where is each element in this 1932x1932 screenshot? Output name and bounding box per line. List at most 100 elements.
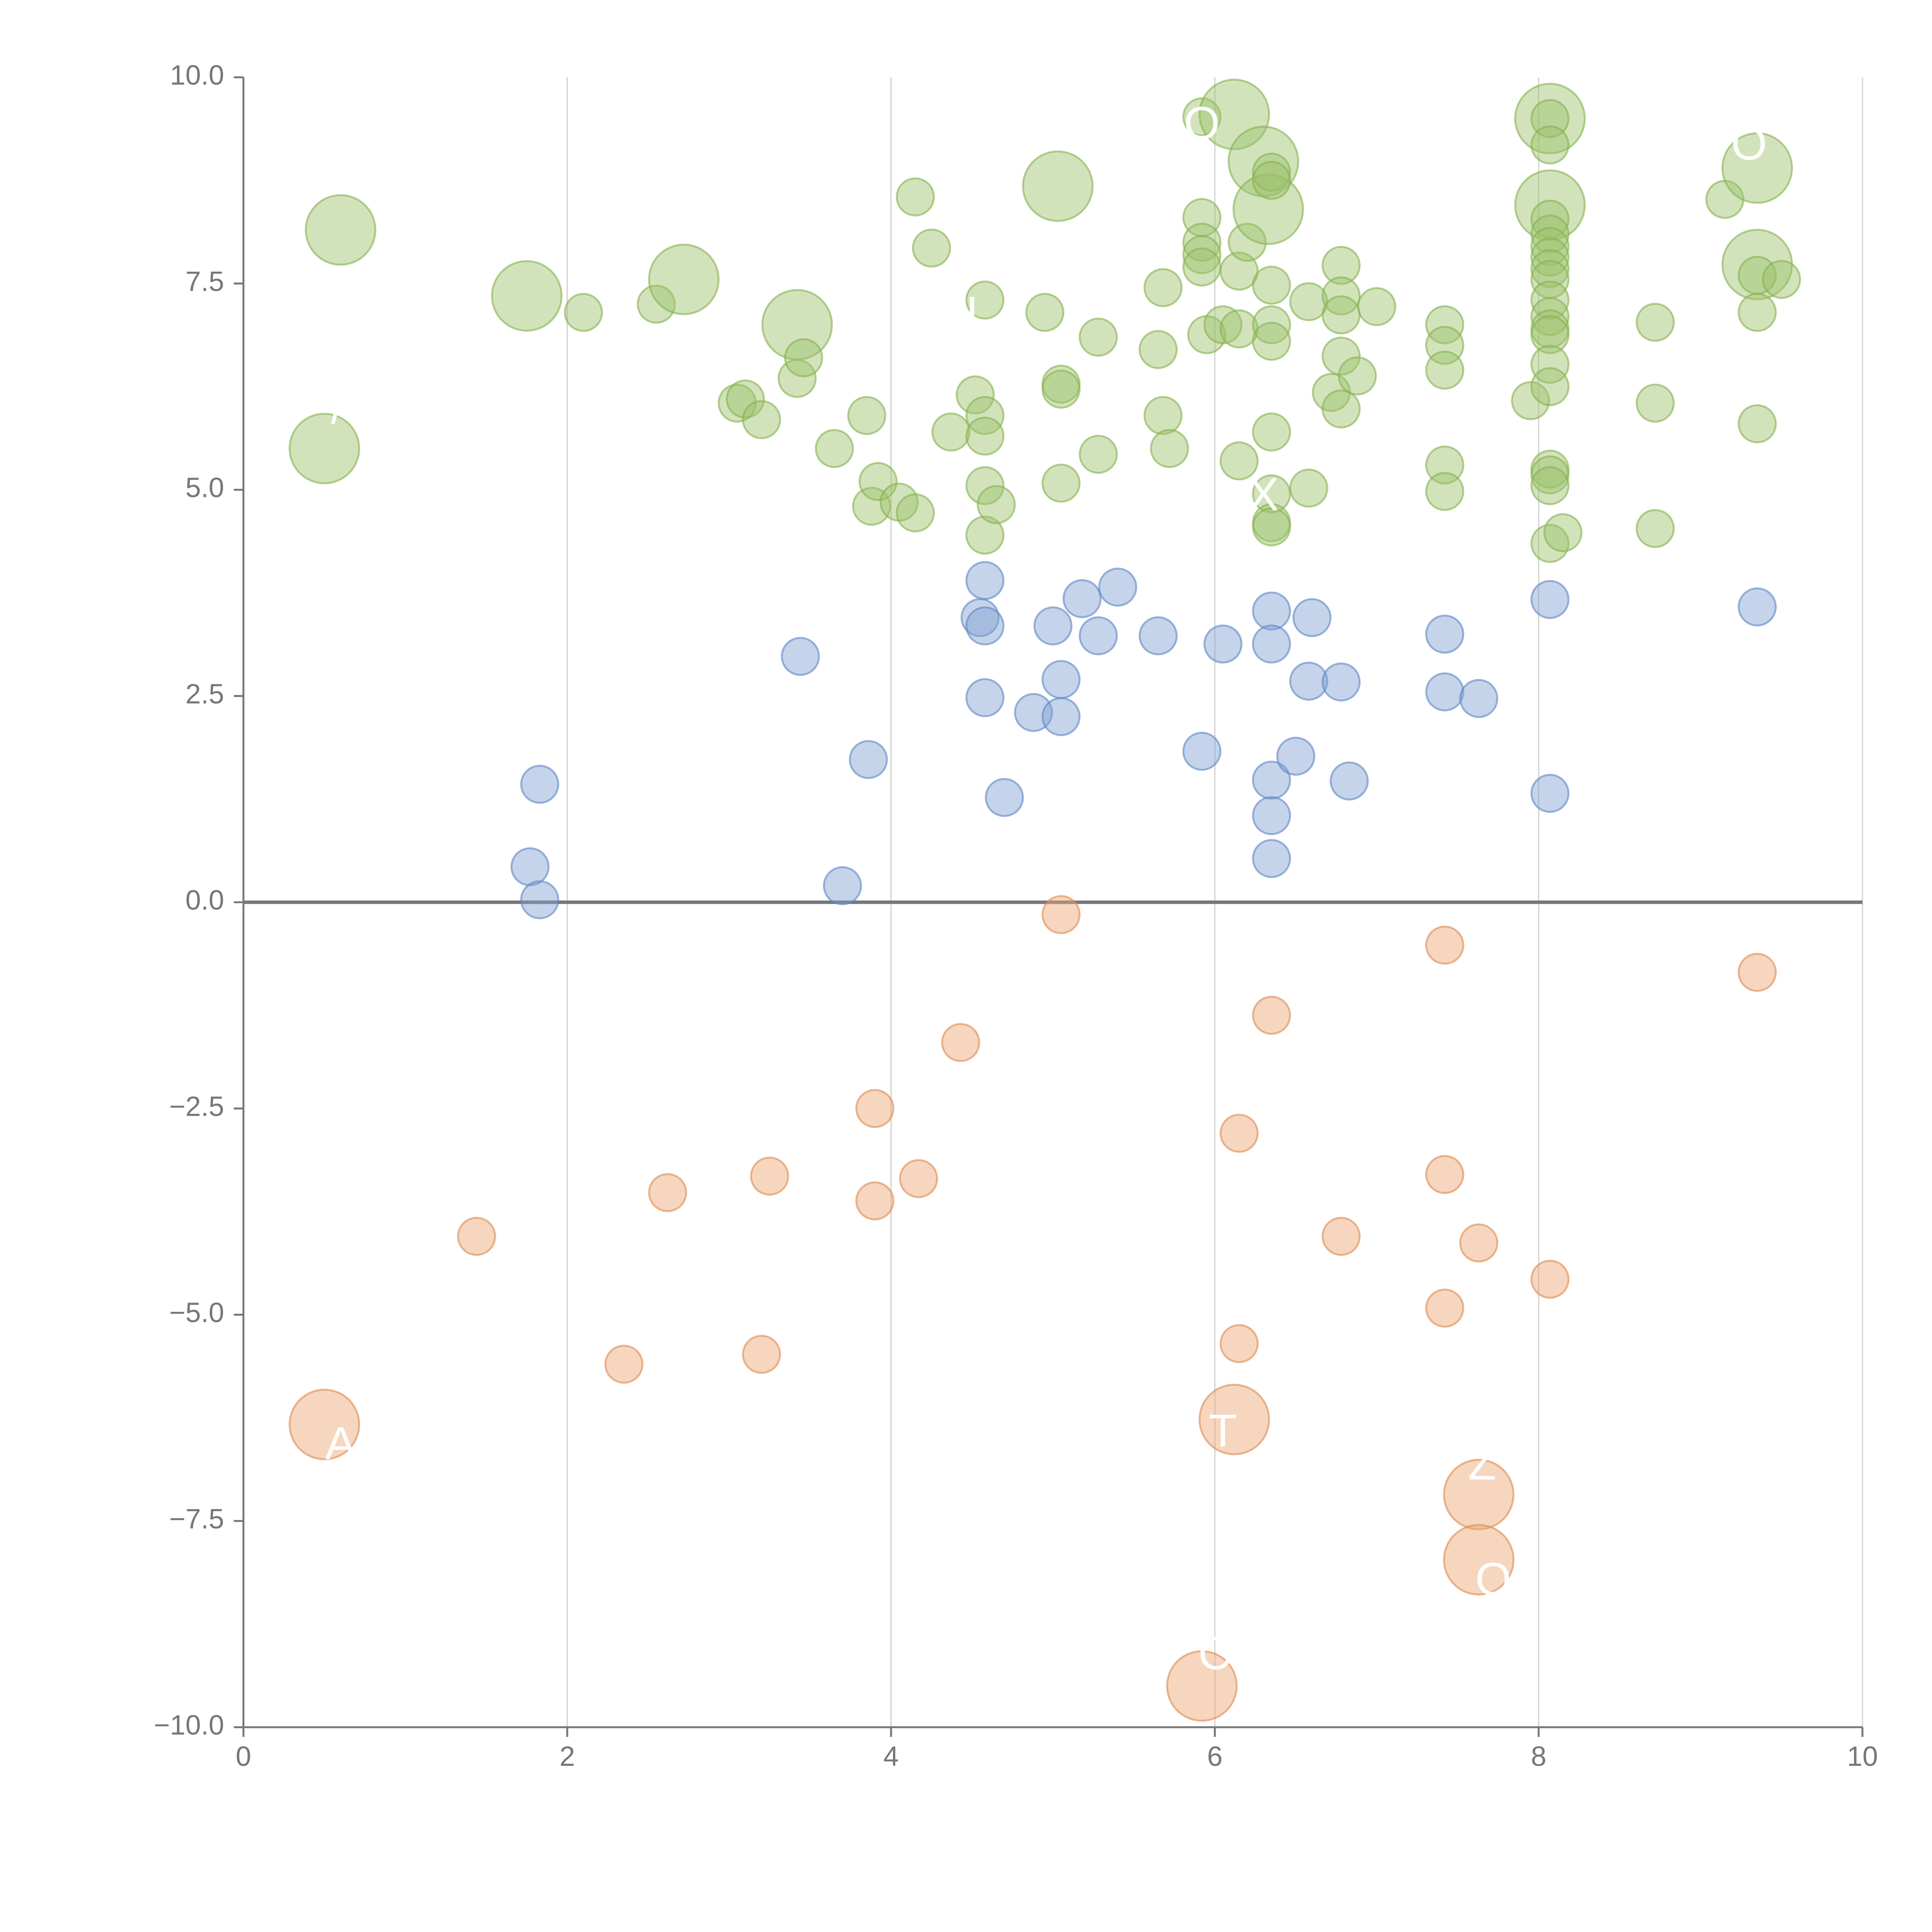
blue-bubble-9 [965,678,1005,718]
blue-bubble-31 [1425,614,1464,654]
bubble-annotation-2: T [1209,1405,1237,1457]
green-bubble-65 [1321,246,1361,285]
green-bubble-96 [1530,466,1570,505]
blue-bubble-6 [965,561,1005,600]
blue-bubble-4 [823,866,862,905]
green-bubble-17 [896,493,935,532]
x-tick-label-3: 6 [1207,1741,1223,1772]
green-bubble-91 [1530,315,1570,354]
blue-bubble-12 [1033,606,1073,646]
green-bubble-77 [1511,381,1550,420]
green-bubble-58 [1252,412,1291,452]
green-bubble-55 [1252,265,1291,305]
green-bubble-32 [1041,463,1081,503]
green-bubble-5 [648,243,720,315]
orange-bubble-7 [750,1156,789,1196]
green-bubble-47 [1219,252,1259,291]
green-bubble-92 [1530,345,1570,384]
blue-bubble-14 [1041,697,1081,736]
orange-bubble-23 [1443,1524,1515,1596]
orange-bubble-13 [1321,1217,1361,1256]
green-bubble-68 [1321,337,1361,376]
blue-bubble-23 [1252,760,1291,800]
bubble-annotation-4: O [1475,1553,1511,1605]
green-bubble-84 [1530,227,1570,266]
green-bubble-2 [491,260,563,332]
green-bubble-23 [965,396,1005,435]
data-bubbles [289,78,1801,1722]
green-bubble-33 [1078,318,1118,357]
tick-labels: 0 2 4 6 8 10 −10.0 −7.5 −5.0 −2.5 0.0 2.5 5.0 7.5 10.0 [154,60,1878,1772]
green-bubble-46 [1198,78,1270,150]
green-bubble-13 [847,396,886,435]
green-bubble-31 [1041,369,1081,409]
x-tick-label-2: 4 [883,1741,899,1772]
green-bubble-86 [1530,249,1570,288]
orange-bubble-6 [1219,1114,1259,1153]
blue-bubble-19 [1182,731,1221,771]
green-bubble-11 [784,338,823,378]
green-bubble-26 [965,515,1005,555]
blue-bubble-0 [520,765,560,804]
green-bubble-61 [1252,507,1291,547]
green-bubble-36 [1143,268,1183,307]
green-bubble-7 [726,379,765,419]
green-bubble-27 [976,485,1016,524]
green-bubble-42 [1182,235,1221,274]
green-bubble-100 [1636,383,1675,423]
blue-bubble-22 [1252,624,1291,664]
blue-bubble-1 [510,847,550,886]
green-bubble-50 [1228,223,1267,262]
y-tick-label-3: −2.5 [169,1091,224,1122]
green-bubble-12 [815,429,854,468]
blue-bubble-24 [1252,796,1291,835]
orange-bubble-3 [1252,995,1291,1035]
y-tick-label-4: 0.0 [185,885,224,916]
green-bubble-25 [965,466,1005,505]
orange-bubble-2 [1738,952,1777,992]
green-bubble-28 [1025,293,1065,332]
blue-bubble-13 [1041,660,1081,699]
green-bubble-49 [1219,441,1259,481]
green-bubble-29 [1022,150,1094,222]
y-tick-label-6: 5.0 [185,473,224,503]
green-bubble-70 [1338,356,1377,396]
green-bubble-69 [1321,389,1361,429]
green-bubble-8 [742,400,781,439]
y-tick-label-0: −10.0 [154,1710,224,1741]
green-bubble-108 [1762,260,1801,299]
green-bubble-67 [1321,295,1361,335]
green-bubble-106 [1738,293,1777,332]
green-bubble-85 [1530,237,1570,277]
blue-bubble-36 [1738,587,1777,627]
green-bubble-4 [636,284,676,324]
orange-bubble-24 [1166,1650,1238,1722]
green-bubble-38 [1150,429,1189,468]
green-bubble-63 [1289,468,1328,508]
green-bubble-83 [1530,214,1570,254]
y-tick-label-8: 10.0 [170,60,224,91]
green-bubble-56 [1252,305,1291,344]
blue-bubble-26 [1276,736,1315,776]
green-bubble-71 [1357,287,1396,327]
green-bubble-101 [1636,509,1675,548]
blue-bubble-20 [1203,624,1243,664]
green-bubble-88 [1530,280,1570,320]
y-tick-label-1: −7.5 [169,1503,224,1534]
blue-bubble-17 [1098,567,1138,607]
blue-bubble-32 [1425,672,1464,712]
green-bubble-43 [1182,247,1221,287]
green-bubble-21 [956,375,995,415]
x-tick-label-0: 0 [236,1741,251,1772]
x-tick-label-4: 8 [1531,1741,1546,1772]
orange-bubble-15 [1530,1260,1570,1299]
green-bubble-37 [1143,396,1183,435]
green-bubble-59 [1252,474,1291,514]
green-bubble-93 [1530,367,1570,406]
green-bubble-99 [1636,303,1675,342]
bubble-annotation-8: I [966,287,978,339]
green-bubble-15 [858,462,898,501]
blue-bubble-21 [1252,591,1291,631]
orange-bubble-22 [1443,1459,1515,1531]
